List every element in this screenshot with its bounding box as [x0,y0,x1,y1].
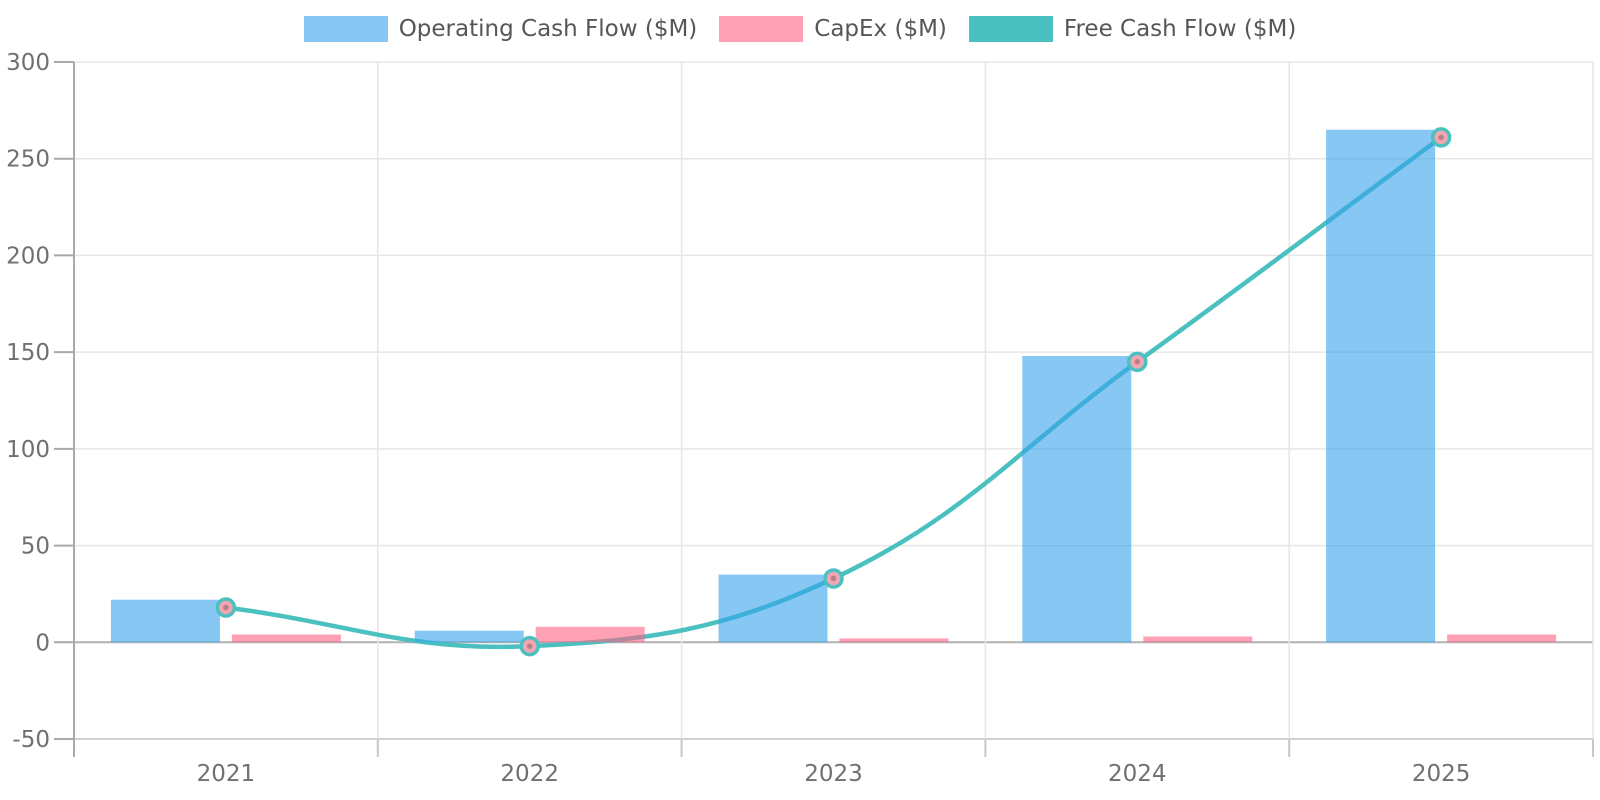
bar-operating-cash-flow-m-2023[interactable] [718,574,828,643]
bar-capex-m-2022[interactable] [535,626,645,643]
point-dot-free-cash-flow-m-2023 [830,575,837,582]
legend-swatch-free-cash-flow-icon [968,16,1053,42]
bar-operating-cash-flow-m-2025[interactable] [1326,129,1436,643]
bar-capex-m-2024[interactable] [1143,636,1253,643]
y-tick-label-50: 50 [21,534,50,560]
y-tick-label-250: 250 [6,147,50,173]
chart-legend: Operating Cash Flow ($M) CapEx ($M) Free… [0,16,1600,42]
legend-label-operating-cash-flow: Operating Cash Flow ($M) [398,16,698,42]
bar-capex-m-2021[interactable] [231,634,341,643]
legend-item-capex[interactable]: CapEx ($M) [719,16,947,42]
point-dot-free-cash-flow-m-2021 [223,604,229,611]
point-dot-free-cash-flow-m-2025 [1438,134,1444,141]
x-tick-label-2023: 2023 [804,761,863,787]
bar-operating-cash-flow-m-2022[interactable] [414,630,524,643]
x-tick-label-2022: 2022 [500,761,559,787]
y-tick-label-300: 300 [6,50,50,76]
bar-capex-m-2023[interactable] [839,638,949,643]
y-tick-label-0: 0 [35,630,50,656]
y-tick-label-100: 100 [6,437,50,463]
y-tick-label--50: -50 [12,727,50,753]
line-free-cash-flow-m[interactable] [225,135,1443,650]
legend-label-capex: CapEx ($M) [814,16,947,42]
legend-item-free-cash-flow[interactable]: Free Cash Flow ($M) [968,16,1297,42]
legend-swatch-capex-icon [719,16,804,42]
bar-operating-cash-flow-m-2021[interactable] [110,599,220,643]
legend-label-free-cash-flow: Free Cash Flow ($M) [1063,16,1297,42]
bar-capex-m-2025[interactable] [1447,634,1557,643]
y-tick-label-200: 200 [6,243,50,269]
legend-item-operating-cash-flow[interactable]: Operating Cash Flow ($M) [303,16,698,42]
bar-operating-cash-flow-m-2024[interactable] [1022,356,1132,643]
legend-swatch-operating-cash-flow-icon [303,16,388,42]
x-tick-label-2025: 2025 [1412,761,1471,787]
point-dot-free-cash-flow-m-2022 [526,643,533,649]
x-tick-label-2024: 2024 [1108,761,1167,787]
point-dot-free-cash-flow-m-2024 [1134,359,1141,365]
x-tick-label-2021: 2021 [197,761,256,787]
y-tick-label-150: 150 [6,340,50,366]
